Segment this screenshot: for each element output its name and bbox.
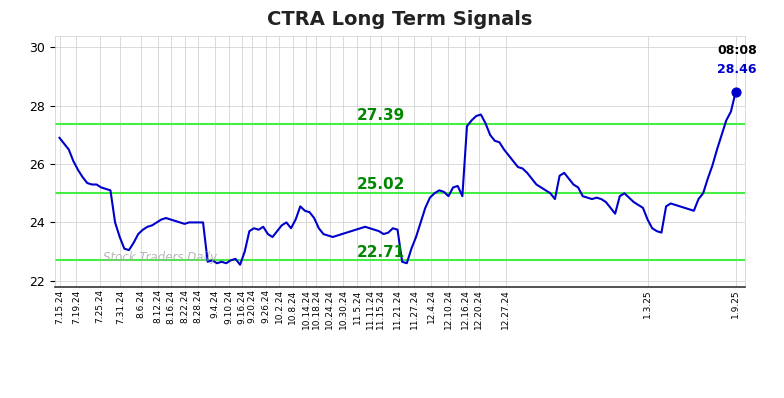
Text: Stock Traders Daily: Stock Traders Daily [103,252,217,265]
Text: 27.39: 27.39 [357,108,405,123]
Text: 28.46: 28.46 [717,63,757,76]
Text: 25.02: 25.02 [357,177,405,192]
Text: 08:08: 08:08 [717,45,757,57]
Title: CTRA Long Term Signals: CTRA Long Term Signals [267,10,532,29]
Point [729,89,742,96]
Text: 22.71: 22.71 [357,244,405,259]
